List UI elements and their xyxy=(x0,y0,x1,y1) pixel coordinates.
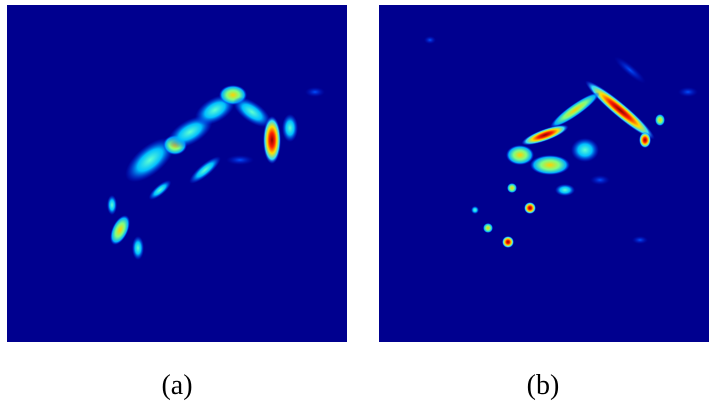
panel-a-image xyxy=(7,5,347,342)
panel-b-image xyxy=(379,5,709,342)
figure: (a) (b) xyxy=(0,0,709,412)
caption: (b) xyxy=(527,370,560,401)
caption: (a) xyxy=(161,370,192,401)
